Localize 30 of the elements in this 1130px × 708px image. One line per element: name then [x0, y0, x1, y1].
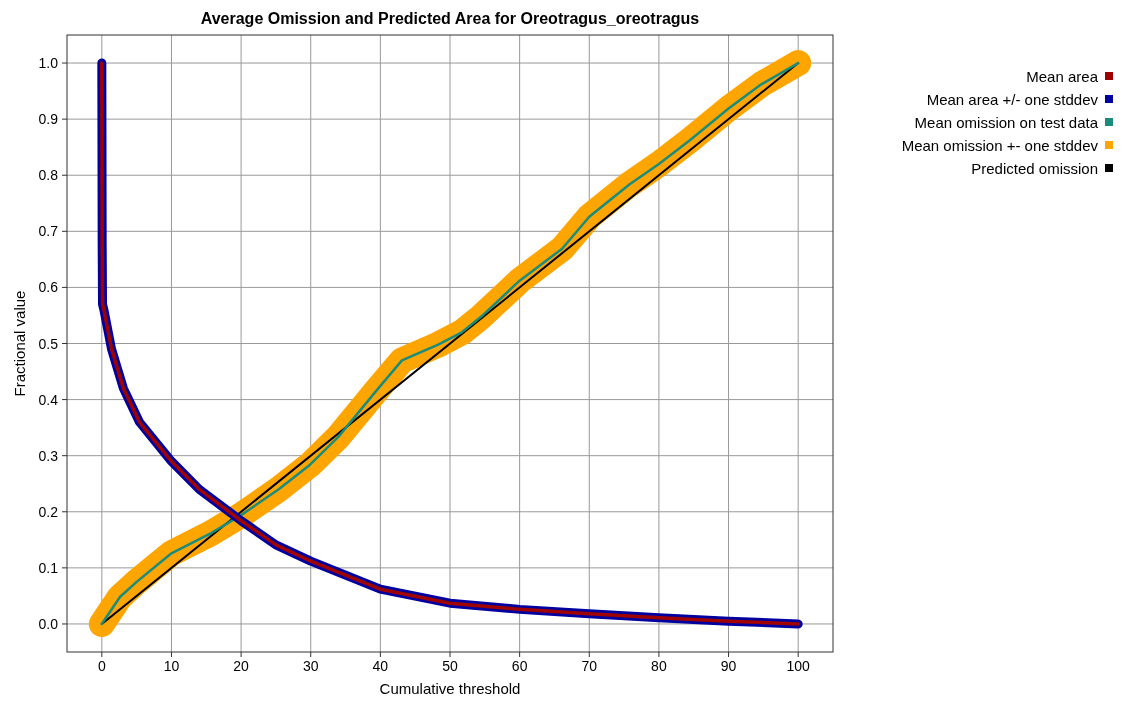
x-tick-label: 10 — [163, 658, 180, 674]
x-tick-label: 0 — [97, 658, 106, 674]
x-tick-label: 30 — [302, 658, 319, 674]
x-tick-label: 20 — [233, 658, 250, 674]
x-axis-title: Cumulative threshold — [379, 680, 521, 697]
legend-label: Predicted omission — [971, 160, 1098, 177]
x-tick-label: 90 — [720, 658, 737, 674]
x-tick-label: 70 — [581, 658, 598, 674]
x-tick-label: 40 — [372, 658, 389, 674]
y-tick-label: 0.7 — [38, 223, 59, 240]
y-tick-label: 0.8 — [38, 167, 59, 184]
legend-label: Mean area +/- one stddev — [926, 91, 1099, 108]
y-tick-label: 0.3 — [38, 447, 59, 464]
y-tick-label: 0.2 — [38, 503, 59, 520]
y-tick-label: 0.9 — [38, 111, 59, 128]
y-tick-label: 0.0 — [38, 615, 59, 632]
x-tick-label: 80 — [651, 658, 667, 674]
legend-label: Mean omission on test data — [914, 114, 1099, 131]
y-tick-label: 0.4 — [38, 391, 59, 408]
y-tick-label: 0.5 — [38, 335, 59, 352]
legend-label: Mean omission +- one stddev — [901, 137, 1099, 154]
y-axis-title: Fractional value — [11, 290, 28, 397]
x-tick-label: 50 — [442, 658, 458, 674]
y-tick-label: 0.1 — [38, 559, 59, 576]
x-tick-label: 100 — [786, 658, 811, 674]
chart-title: Average Omission and Predicted Area for Oreotragus_oreotragus — [200, 10, 700, 27]
legend-label: Mean area — [1026, 68, 1099, 85]
x-tick-label: 60 — [511, 658, 528, 674]
y-tick-label: 1.0 — [38, 55, 59, 72]
y-tick-label: 0.6 — [38, 279, 59, 296]
